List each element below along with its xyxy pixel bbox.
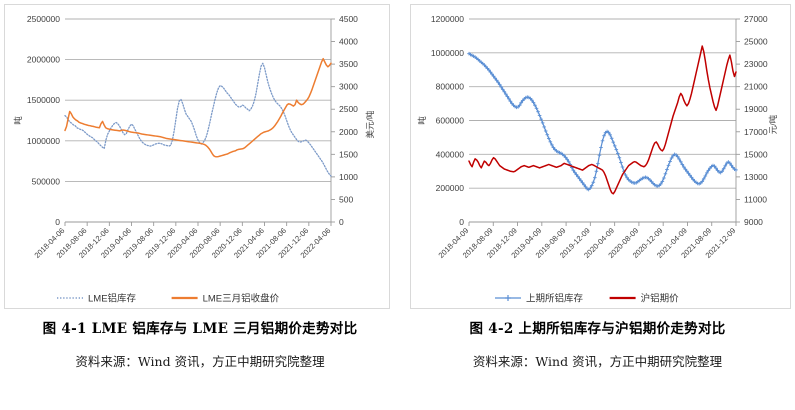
y2-axis-tick-label: 2000 (339, 127, 358, 137)
y-axis-tick-label: 500000 (32, 176, 61, 186)
legend-item-0[interactable]: 上期所铝库存 (495, 293, 584, 305)
y-axis-tick-label: 2500000 (27, 14, 60, 24)
y-axis-tick-label: 2000000 (27, 55, 60, 65)
y-axis-tick-label: 800000 (436, 82, 465, 92)
y2-axis-tick-label: 13000 (744, 172, 768, 182)
figure-caption-4-1: 图 4-1 LME 铝库存与 LME 三月铝期价走势对比 (42, 321, 358, 337)
y2-axis-tick-label: 500 (339, 194, 353, 204)
series-line-0 (64, 62, 332, 177)
figure-source-4-1: 资料来源：Wind 资讯，方正中期研究院整理 (75, 354, 325, 369)
legend-item-1[interactable]: LME三月铝收盘价 (171, 293, 280, 305)
lme-inventory-vs-price-chart: 050000010000001500000200000025000002018-… (13, 14, 375, 305)
y2-axis-tick-label: 9000 (744, 217, 763, 227)
chart-frame-shfe: 0 200000 400000 600000 800000 1000000 1200000 2… (410, 4, 791, 309)
legend-item-1[interactable]: 沪铝期价 (609, 293, 680, 305)
figure-source-4-2: 资料来源：Wind 资讯，方正中期研究院整理 (472, 354, 723, 369)
y2-axis-tick-label: 4000 (339, 37, 358, 47)
y-axis-tick-label: 0 (459, 217, 464, 227)
y2-axis-tick-label: 15000 (744, 149, 768, 159)
y2-axis-tick-label: 1500 (339, 149, 358, 159)
y-axis-tick-label: 1000000 (27, 136, 60, 146)
figure-4-1: 0 500000 1000000 1500000 2000000 2500000 2018-… (4, 4, 390, 369)
legend-label: 沪铝期价 (641, 293, 680, 305)
y2-axis-tick-label: 17000 (744, 127, 768, 137)
series-line-1 (64, 57, 332, 158)
y2-axis-tick-label: 25000 (744, 37, 768, 47)
legend-item-0[interactable]: LME铝库存 (57, 293, 137, 305)
y2-axis-tick-label: 23000 (744, 59, 768, 69)
y2-axis-tick-label: 2500 (339, 104, 358, 114)
y-axis-tick-label: 1500000 (27, 95, 60, 105)
figure-4-2: 0 200000 400000 600000 800000 1000000 1200000 2… (400, 0, 795, 410)
legend-label: LME三月铝收盘价 (203, 293, 280, 305)
y2-axis-tick-label: 3000 (339, 82, 358, 92)
y-axis-tick-label: 400000 (436, 149, 465, 159)
y-axis-tick-label: 1000000 (431, 48, 464, 58)
y2-axis-tick-label: 0 (339, 217, 344, 227)
y2-axis-title: 元/吨 (768, 114, 778, 134)
series-line-1 (468, 45, 737, 195)
y2-axis-tick-label: 11000 (744, 194, 767, 204)
y2-axis-tick-label: 4500 (339, 14, 358, 24)
shfe-inventory-vs-price-chart: 0 200000 400000 600000 800000 1000000 1200000 2… (417, 14, 778, 305)
legend-label: 上期所铝库存 (526, 293, 584, 305)
y-axis-title: 吨 (417, 116, 427, 125)
y-axis-title: 吨 (13, 116, 23, 125)
y2-axis-tick-label: 1000 (339, 172, 358, 182)
chart-frame-lme: 0 500000 1000000 1500000 2000000 2500000 2018-… (4, 4, 390, 309)
y2-axis-tick-label: 3500 (339, 59, 358, 69)
series-markers-0 (467, 51, 738, 192)
y2-axis-title: 美元/吨 (365, 110, 375, 138)
y-axis-tick-label: 1200000 (431, 14, 464, 24)
y-axis-tick-label: 200000 (436, 183, 465, 193)
y-axis-tick-label: 600000 (436, 116, 465, 126)
y2-axis-tick-label: 21000 (744, 82, 768, 92)
y2-axis-tick-label: 27000 (744, 14, 768, 24)
legend-label: LME铝库存 (88, 293, 137, 305)
figure-caption-4-2: 图 4-2 上期所铝库存与沪铝期价走势对比 (469, 321, 726, 337)
y-axis-tick-label: 0 (55, 217, 60, 227)
y2-axis-tick-label: 19000 (744, 104, 768, 114)
